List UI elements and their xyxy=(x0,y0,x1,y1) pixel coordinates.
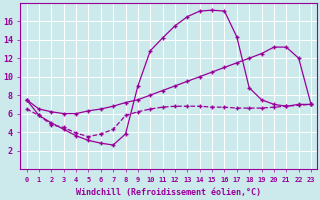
X-axis label: Windchill (Refroidissement éolien,°C): Windchill (Refroidissement éolien,°C) xyxy=(76,188,261,197)
